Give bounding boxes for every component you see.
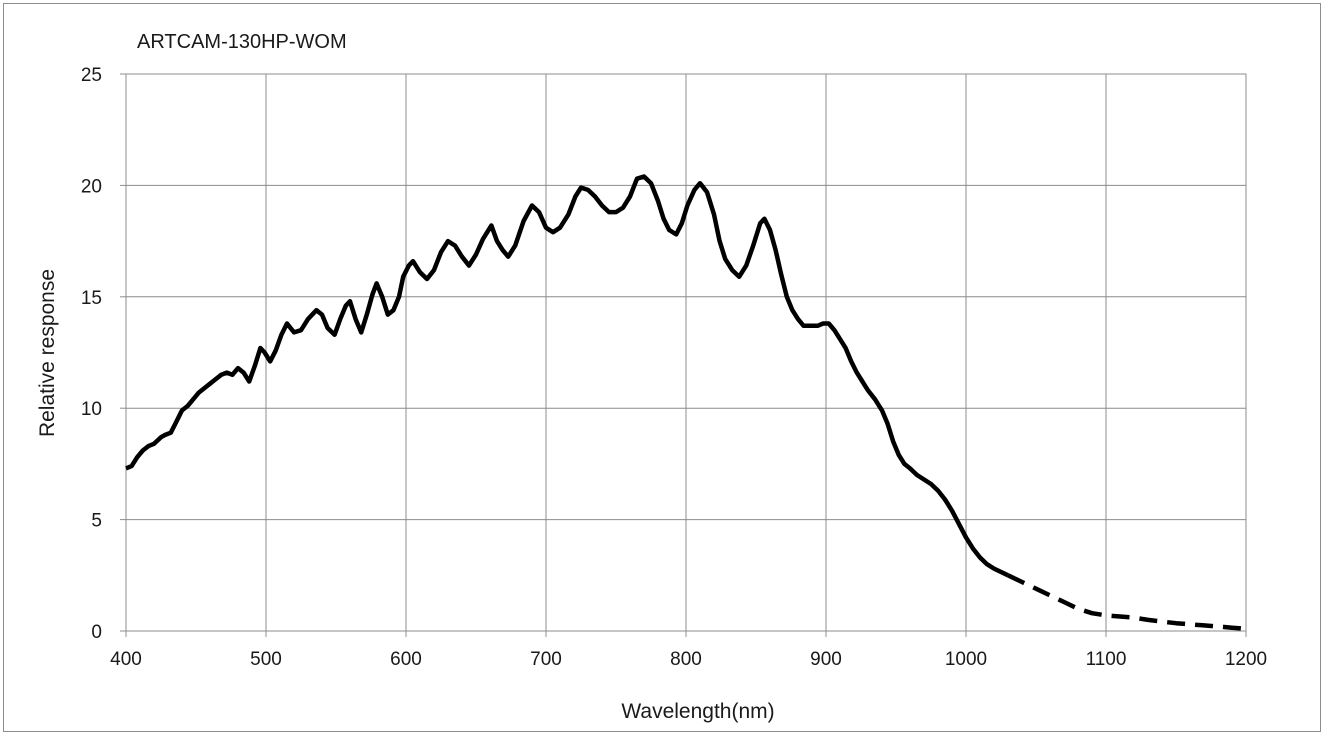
x-tick-label: 400 <box>110 649 142 670</box>
x-tick-label: 800 <box>670 649 702 670</box>
x-tick-label: 1000 <box>945 649 987 670</box>
x-tick-label: 500 <box>250 649 282 670</box>
y-tick-label: 5 <box>91 511 102 532</box>
x-gridlines <box>125 74 1247 631</box>
chart-frame <box>3 3 1321 732</box>
x-axis-title: Wavelength(nm) <box>621 700 774 723</box>
y-tick-label: 15 <box>81 288 102 309</box>
x-axis-tick-labels: 400 500 600 700 800 900 1000 1100 1200 <box>110 649 1267 670</box>
y-axis-tick-labels: 0 5 10 15 20 25 <box>81 65 102 643</box>
x-tick-label: 700 <box>530 649 562 670</box>
y-tick-label: 0 <box>91 622 102 643</box>
chart-title: ARTCAM-130HP-WOM <box>137 31 347 53</box>
series-lines <box>125 174 1247 632</box>
x-tick-label: 1200 <box>1225 649 1267 670</box>
response-curve-dashed <box>1007 573 1247 632</box>
x-tick-label: 600 <box>390 649 422 670</box>
x-tick-label: 1100 <box>1086 649 1127 670</box>
x-tick-label: 900 <box>810 649 842 670</box>
y-axis-title: Relative response <box>36 269 59 437</box>
y-tick-label: 20 <box>81 176 102 197</box>
y-tick-label: 10 <box>81 399 102 420</box>
y-tick-label: 25 <box>81 65 102 86</box>
axis-tick-marks <box>120 73 1247 637</box>
response-curve-solid <box>125 174 1009 578</box>
